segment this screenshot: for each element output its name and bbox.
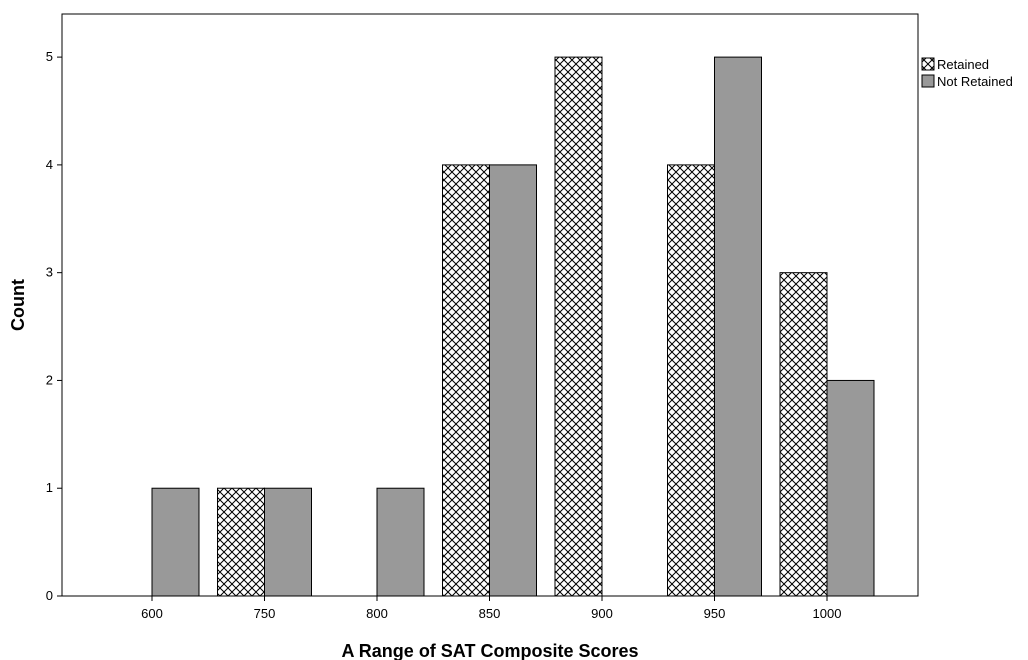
x-tick-label: 850 — [479, 606, 501, 621]
y-tick-label: 5 — [46, 49, 53, 64]
x-tick-label: 600 — [141, 606, 163, 621]
legend-swatch-retained — [921, 57, 935, 71]
y-axis: 0 1 2 3 4 5 — [46, 49, 62, 603]
x-tick-label: 900 — [591, 606, 613, 621]
y-axis-title: Count — [8, 279, 28, 331]
bar-not-retained-750 — [264, 487, 312, 597]
bar-not-retained-800 — [376, 487, 425, 597]
x-tick-label: 750 — [254, 606, 276, 621]
y-tick-label: 0 — [46, 588, 53, 603]
bars-group — [151, 56, 875, 597]
bar-not-retained-1000 — [826, 379, 875, 597]
y-tick-label: 1 — [46, 480, 53, 495]
x-axis: 600 750 800 850 900 950 1000 — [141, 596, 841, 621]
y-tick-label: 4 — [46, 157, 53, 172]
bar-retained-900 — [554, 56, 603, 597]
bar-not-retained-950 — [714, 56, 762, 597]
x-tick-label: 950 — [704, 606, 726, 621]
x-tick-label: 800 — [366, 606, 388, 621]
x-tick-label: 1000 — [813, 606, 842, 621]
bar-retained-950 — [667, 164, 715, 597]
legend-swatch-not-retained — [921, 74, 935, 88]
bar-retained-1000 — [779, 272, 828, 597]
bar-not-retained-600 — [151, 487, 200, 597]
legend-label-not-retained: Not Retained — [937, 74, 1013, 89]
legend-label-retained: Retained — [937, 57, 989, 72]
legend: Retained Not Retained — [921, 57, 1013, 89]
x-axis-title: A Range of SAT Composite Scores — [341, 641, 638, 660]
bar-retained-750 — [217, 487, 265, 597]
bar-not-retained-850 — [489, 164, 537, 597]
y-tick-label: 3 — [46, 265, 53, 280]
bar-retained-850 — [442, 164, 490, 597]
y-tick-label: 2 — [46, 372, 53, 387]
